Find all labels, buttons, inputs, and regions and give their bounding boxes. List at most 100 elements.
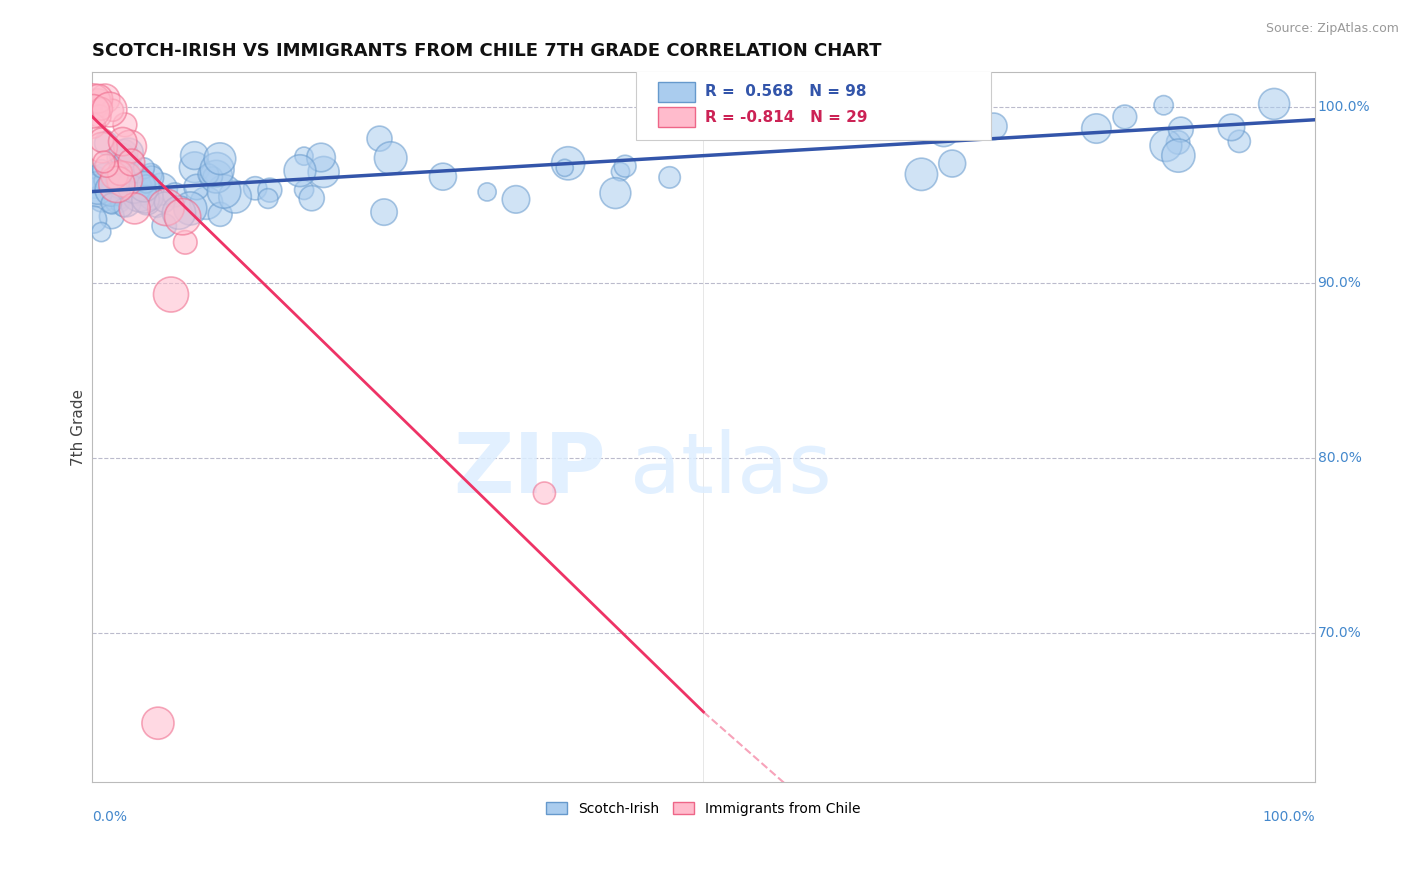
Point — [132, 161, 155, 176]
Point — [134, 179, 156, 194]
Text: ZIP: ZIP — [453, 429, 606, 510]
Point — [183, 148, 205, 162]
Point — [83, 186, 105, 200]
Text: R =  0.568   N = 98: R = 0.568 N = 98 — [704, 84, 866, 99]
Point — [112, 146, 135, 161]
Text: atlas: atlas — [630, 429, 832, 510]
Point — [554, 161, 576, 175]
Point — [614, 159, 637, 173]
Point — [87, 96, 110, 111]
Text: 80.0%: 80.0% — [1317, 450, 1361, 465]
Point — [115, 194, 138, 209]
Point — [82, 95, 104, 109]
FancyBboxPatch shape — [658, 82, 695, 102]
Point — [174, 235, 197, 250]
Text: 100.0%: 100.0% — [1317, 101, 1371, 114]
Point — [120, 139, 142, 153]
Point — [91, 141, 114, 155]
Text: 70.0%: 70.0% — [1317, 626, 1361, 640]
Point — [90, 133, 112, 147]
Point — [742, 106, 765, 120]
Point — [90, 161, 112, 176]
Point — [129, 182, 152, 196]
Point — [205, 162, 228, 177]
Point — [292, 183, 315, 197]
Point — [118, 145, 141, 160]
Point — [108, 166, 131, 180]
Point — [432, 169, 454, 184]
Point — [1167, 148, 1189, 162]
Point — [94, 92, 117, 106]
Point — [209, 207, 232, 221]
Point — [309, 151, 332, 165]
FancyBboxPatch shape — [658, 107, 695, 127]
Point — [910, 167, 932, 181]
Point — [82, 212, 104, 227]
Point — [257, 192, 280, 206]
Point — [141, 191, 163, 205]
Point — [120, 155, 142, 169]
Point — [82, 119, 104, 133]
Point — [197, 167, 219, 181]
Point — [224, 190, 246, 204]
Point — [111, 135, 134, 149]
Point — [245, 181, 267, 195]
Point — [100, 183, 122, 197]
Point — [380, 151, 402, 165]
Point — [103, 169, 125, 183]
Point — [101, 103, 124, 118]
Point — [125, 165, 148, 179]
Point — [100, 210, 122, 224]
Point — [105, 187, 128, 202]
Point — [90, 225, 112, 239]
Point — [105, 178, 128, 192]
Point — [82, 177, 104, 191]
Point — [114, 172, 136, 186]
Point — [288, 163, 311, 178]
Point — [475, 185, 498, 199]
Text: 0.0%: 0.0% — [91, 811, 127, 824]
Point — [373, 205, 395, 219]
Text: 100.0%: 100.0% — [1263, 811, 1315, 824]
Point — [145, 200, 167, 214]
Point — [212, 185, 235, 199]
Point — [94, 172, 117, 186]
Point — [120, 174, 142, 188]
Point — [179, 202, 201, 216]
Point — [1153, 98, 1175, 112]
Point — [87, 92, 110, 106]
Point — [110, 151, 132, 165]
Text: SCOTCH-IRISH VS IMMIGRANTS FROM CHILE 7TH GRADE CORRELATION CHART: SCOTCH-IRISH VS IMMIGRANTS FROM CHILE 7T… — [91, 42, 882, 60]
Point — [817, 121, 839, 136]
Point — [153, 195, 176, 210]
Point — [82, 104, 104, 119]
Point — [124, 179, 146, 194]
Point — [183, 161, 205, 175]
Y-axis label: 7th Grade: 7th Grade — [72, 389, 86, 466]
Point — [208, 152, 231, 166]
Point — [932, 124, 955, 138]
Point — [135, 194, 157, 208]
Point — [110, 169, 132, 183]
Point — [90, 102, 112, 116]
Text: 90.0%: 90.0% — [1317, 276, 1361, 290]
Point — [368, 131, 391, 145]
Point — [112, 201, 135, 215]
Point — [1170, 122, 1192, 136]
Point — [153, 219, 176, 233]
Point — [1085, 121, 1108, 136]
Point — [96, 159, 118, 173]
Point — [108, 179, 131, 194]
Point — [155, 200, 177, 214]
Point — [312, 165, 335, 179]
Point — [141, 170, 163, 185]
Point — [98, 103, 121, 117]
Point — [983, 120, 1005, 134]
Text: Source: ZipAtlas.com: Source: ZipAtlas.com — [1265, 22, 1399, 36]
Point — [146, 716, 169, 731]
Point — [1154, 138, 1177, 153]
Point — [128, 187, 150, 202]
Point — [100, 196, 122, 211]
Point — [163, 187, 186, 202]
Point — [124, 202, 146, 216]
